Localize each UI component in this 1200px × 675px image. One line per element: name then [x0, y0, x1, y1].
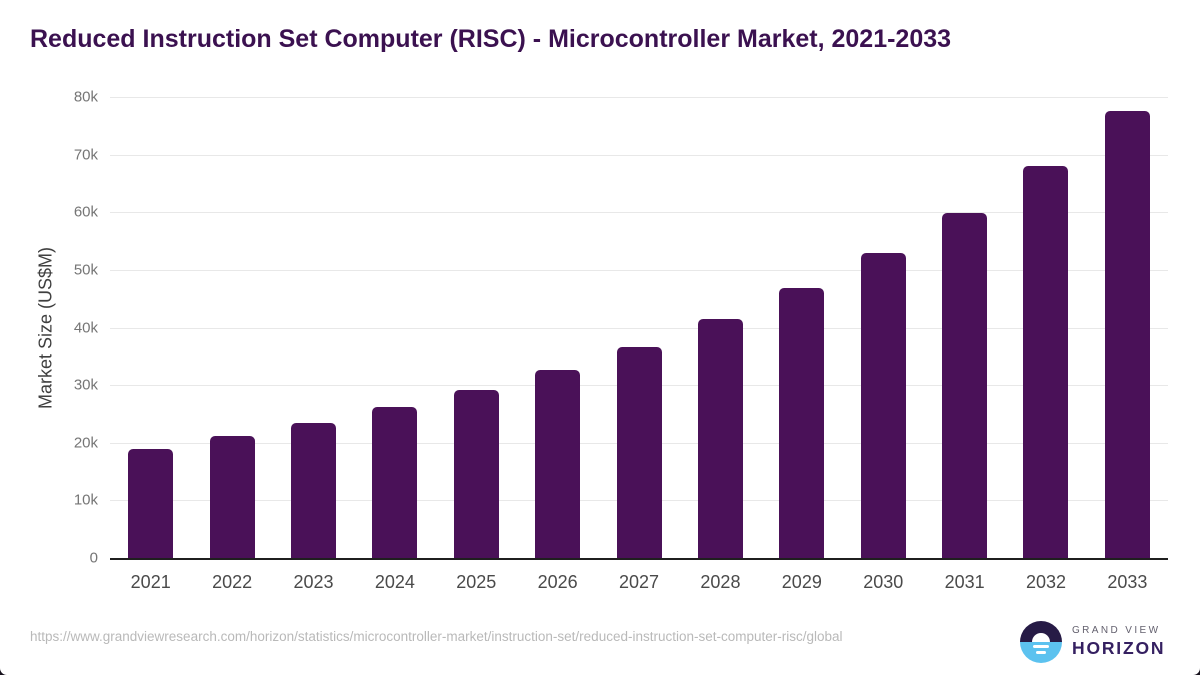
bar-slot	[598, 97, 679, 558]
x-label-2027: 2027	[619, 572, 660, 592]
bar-2028	[697, 319, 743, 558]
logo-horizon-text: HORIZON	[1072, 638, 1166, 658]
bar-slot	[436, 97, 517, 558]
bar-slot	[924, 97, 1005, 558]
y-tick-70k: 70k	[73, 146, 98, 164]
x-axis-labels: 2021 2022 2023 2024 2025 2026 2027 2028 2029 2030…	[110, 570, 1168, 594]
bar-slot	[273, 97, 354, 558]
bar-slot	[843, 97, 924, 558]
bar-2032	[1023, 166, 1069, 558]
x-label-2021: 2021	[130, 572, 171, 592]
bar-2029	[779, 288, 825, 558]
chart-title: Reduced Instruction Set Computer (RISC) …	[30, 25, 952, 53]
x-label-2031: 2031	[944, 572, 985, 592]
x-label-2023: 2023	[293, 572, 334, 592]
corner-artifact	[1193, 668, 1200, 675]
x-label-2025: 2025	[456, 572, 497, 592]
sun-reflection-line-icon	[1036, 650, 1046, 654]
x-label-2028: 2028	[700, 572, 741, 592]
x-label-2022: 2022	[212, 572, 253, 592]
y-tick-10k: 10k	[73, 491, 98, 509]
bar-slot	[191, 97, 272, 558]
gridline-40k	[110, 327, 1168, 329]
bar-2026	[535, 369, 581, 558]
grandview-horizon-logo: GRAND VIEW HORIZON	[1020, 621, 1165, 663]
gridline-50k	[110, 269, 1168, 271]
bar-2023	[290, 423, 336, 558]
gridline-70k	[110, 154, 1168, 156]
bars	[110, 97, 1168, 558]
bar-2027	[616, 346, 662, 558]
bar-2033	[1104, 111, 1150, 558]
x-label-2029: 2029	[781, 572, 822, 592]
bar-slot	[517, 97, 598, 558]
sun-reflection-line-icon	[1033, 645, 1049, 648]
x-label-2026: 2026	[537, 572, 578, 592]
horizon-sun-icon	[1020, 621, 1062, 663]
logo-text-block: GRAND VIEW HORIZON	[1072, 625, 1165, 659]
x-label-2030: 2030	[863, 572, 904, 592]
y-axis-ticks: 0 10k 20k 30k 40k 50k 60k 70k 80k	[0, 89, 98, 567]
y-tick-20k: 20k	[73, 434, 98, 452]
bar-slot	[680, 97, 761, 558]
bar-2022	[209, 435, 255, 558]
x-label-2024: 2024	[374, 572, 415, 592]
bar-slot	[1087, 97, 1168, 558]
bar-slot	[1005, 97, 1086, 558]
y-tick-40k: 40k	[73, 319, 98, 336]
x-label-2033: 2033	[1107, 572, 1148, 592]
bar-2031	[942, 212, 988, 558]
y-tick-60k: 60k	[73, 203, 98, 221]
x-label-2032: 2032	[1025, 572, 1067, 592]
bar-2030	[860, 252, 906, 558]
logo-grand-view-text: GRAND VIEW	[1072, 625, 1161, 636]
y-tick-50k: 50k	[73, 261, 98, 279]
y-tick-0: 0	[89, 549, 98, 567]
source-url: https://www.grandviewresearch.com/horizo…	[30, 629, 843, 644]
bar-2024	[372, 407, 418, 558]
plot-area	[110, 97, 1168, 560]
bar-slot	[354, 97, 435, 558]
corner-artifact	[0, 668, 7, 675]
gridline-80k	[110, 97, 1168, 98]
bar-2025	[453, 389, 499, 558]
bar-slot	[110, 97, 191, 558]
bar-slot	[761, 97, 842, 558]
y-tick-30k: 30k	[73, 376, 98, 394]
y-tick-80k: 80k	[73, 88, 98, 106]
gridline-60k	[110, 212, 1168, 214]
bar-2021	[128, 448, 174, 558]
sun-dome-icon	[1032, 633, 1050, 642]
